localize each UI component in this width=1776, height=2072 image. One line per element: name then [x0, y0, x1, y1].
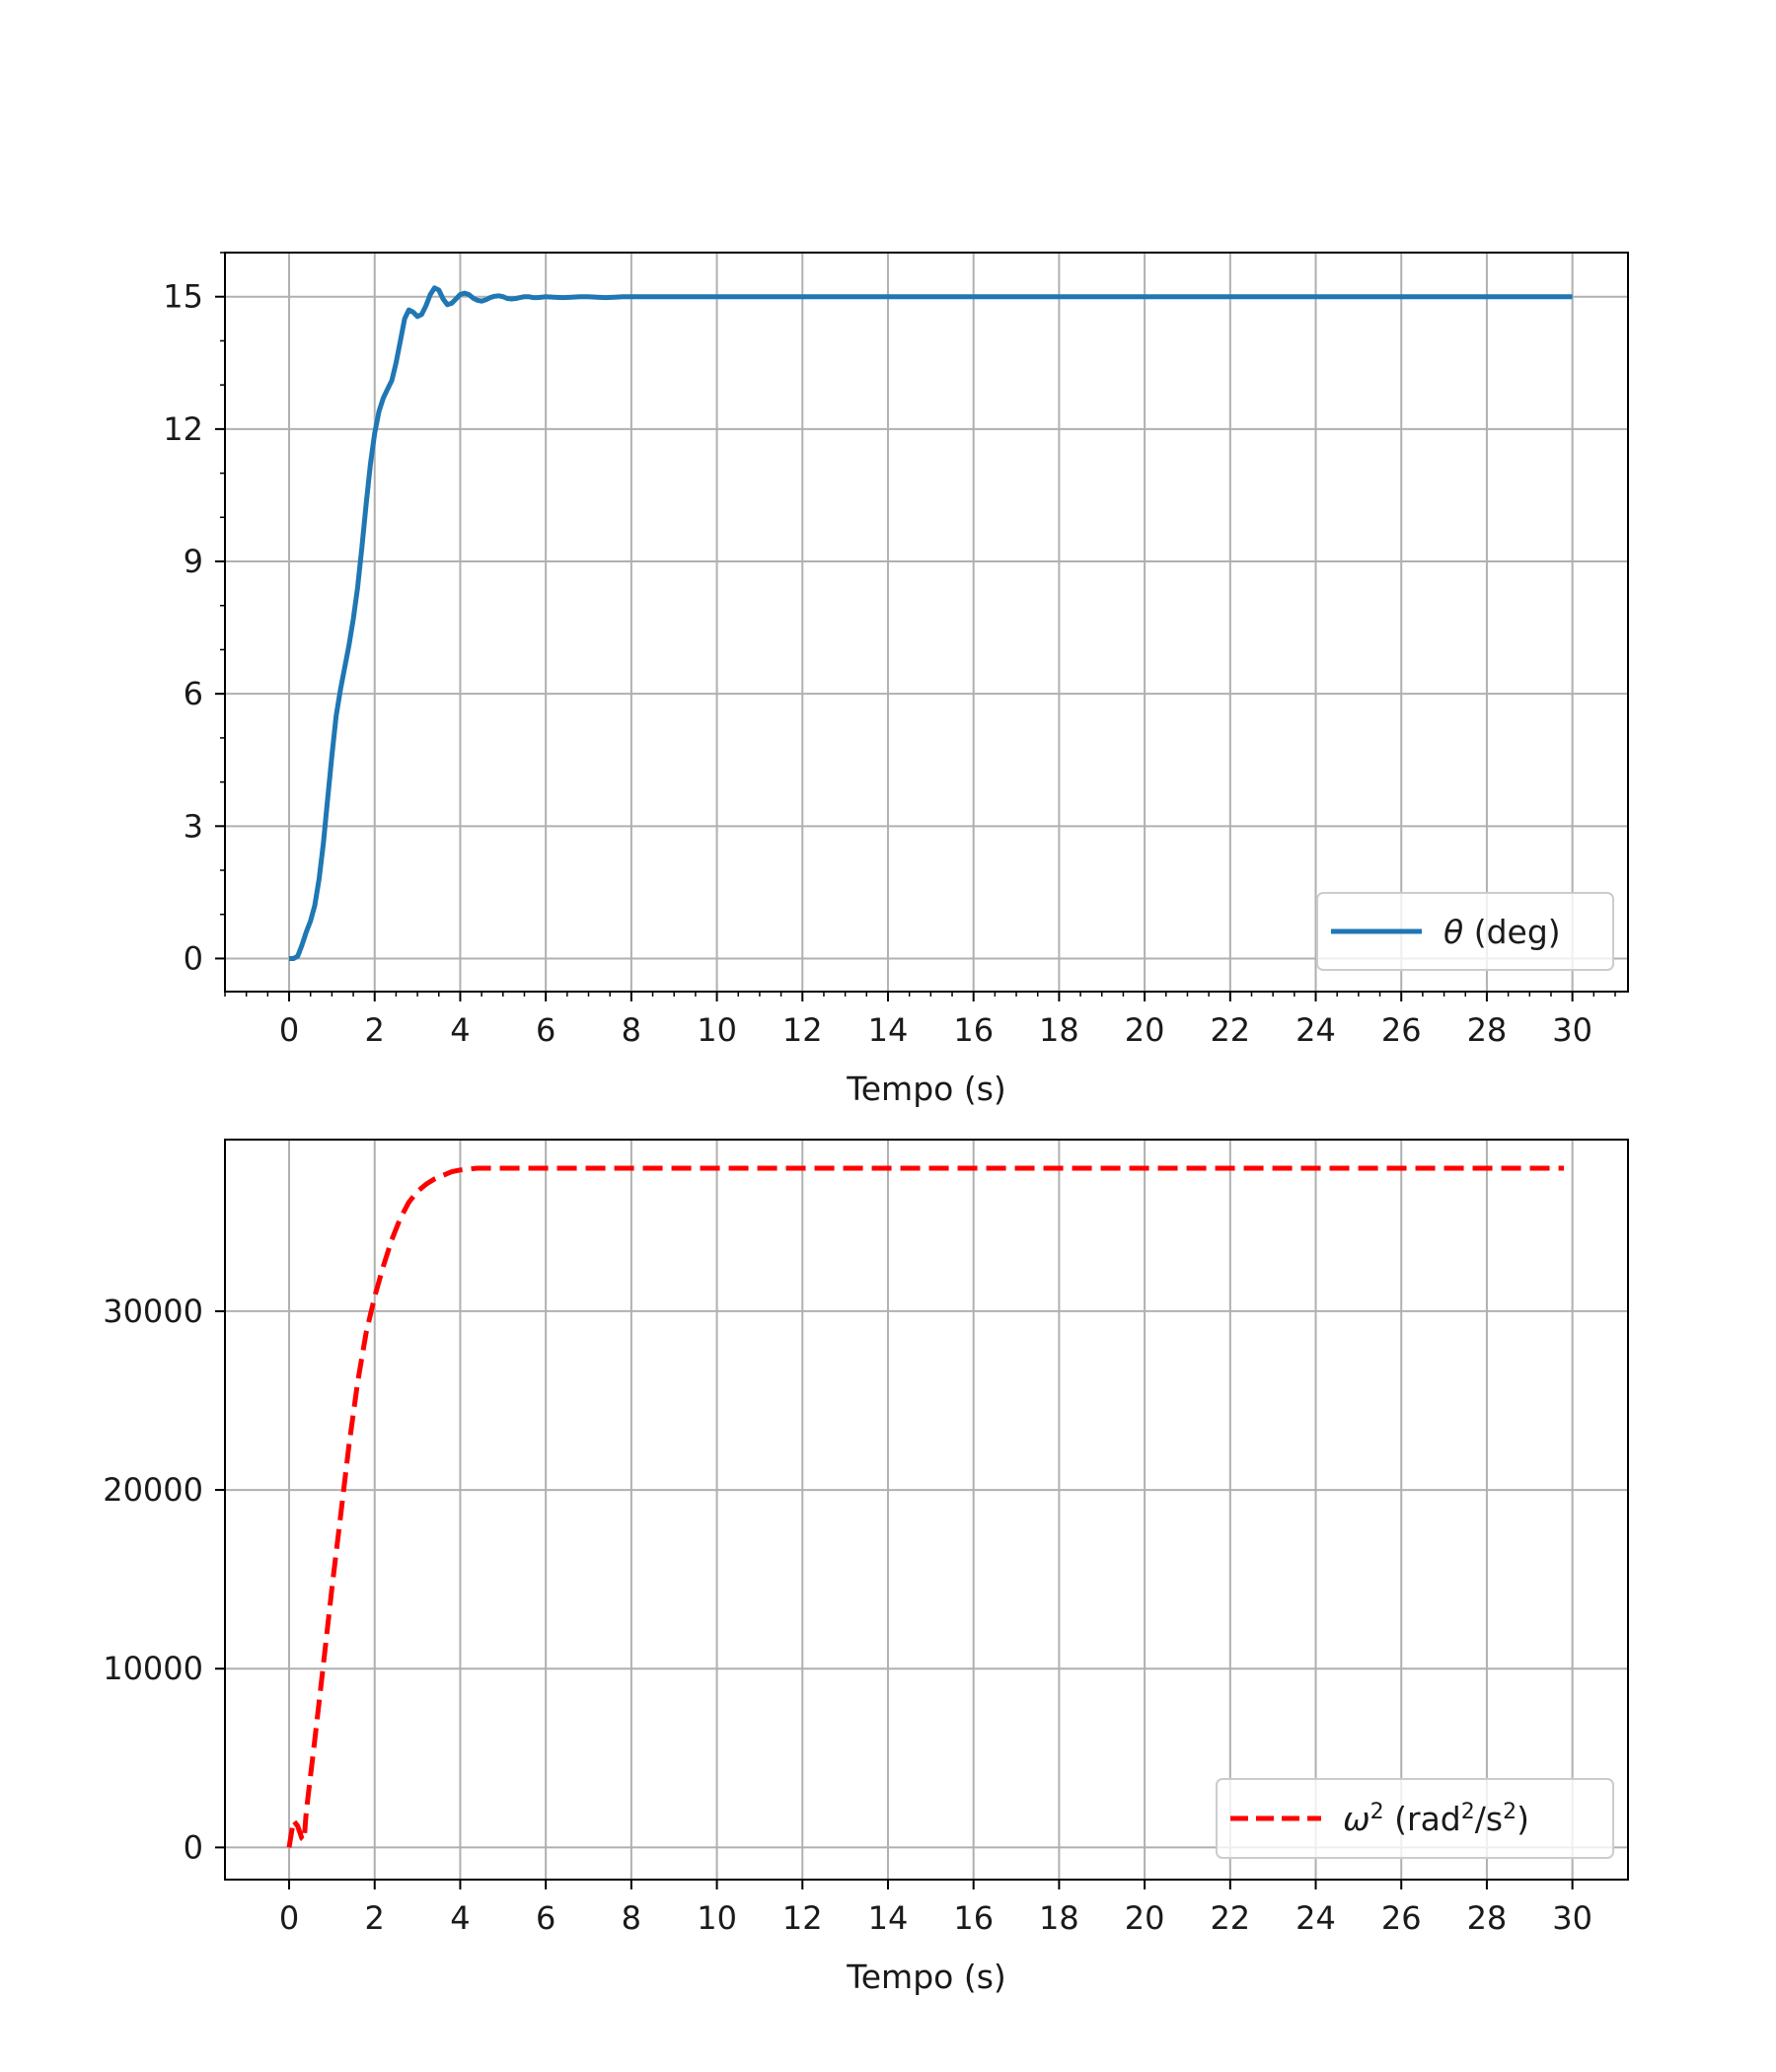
bottom-series [286, 1165, 1564, 1848]
bottom-ticks [215, 1309, 1574, 1889]
bottom-ytick-labels: 0 10000 20000 30000 [103, 1293, 203, 1866]
top-xtick-label: 30 [1552, 1011, 1592, 1049]
top-xtick-label: 4 [450, 1011, 470, 1049]
bottom-xtick-label: 28 [1467, 1899, 1508, 1937]
top-axes-frame [224, 252, 1629, 993]
top-xtick-label: 20 [1125, 1011, 1165, 1049]
bottom-xtick-label: 14 [868, 1899, 909, 1937]
bottom-legend-sup-3: 2 [1503, 1800, 1517, 1824]
bottom-legend-mid: (rad [1384, 1800, 1461, 1838]
bottom-xtick-label: 26 [1381, 1899, 1422, 1937]
bottom-legend-mid2: /s [1475, 1800, 1503, 1838]
bottom-legend-sup-1: 2 [1370, 1800, 1384, 1824]
bottom-legend: ω2 (rad2/s2) [1216, 1778, 1614, 1859]
bottom-xtick-label: 24 [1295, 1899, 1336, 1937]
bottom-xtick-label: 6 [536, 1899, 555, 1937]
bottom-xtick-label: 30 [1552, 1899, 1592, 1937]
top-xtick-label: 8 [622, 1011, 641, 1049]
bottom-legend-end: ) [1517, 1800, 1529, 1838]
bottom-xtick-label: 16 [953, 1899, 994, 1937]
top-legend-box [1316, 892, 1614, 971]
top-xtick-label: 28 [1467, 1011, 1508, 1049]
top-xtick-label: 22 [1210, 1011, 1250, 1049]
bottom-grid [225, 1140, 1628, 1880]
top-legend-symbol: θ [1443, 913, 1463, 951]
bottom-xtick-label: 20 [1125, 1899, 1165, 1937]
bottom-xtick-label: 4 [450, 1899, 470, 1937]
bottom-xtick-label: 18 [1039, 1899, 1079, 1937]
top-series-line-0 [289, 285, 1573, 961]
top-xtick-label: 24 [1295, 1011, 1336, 1049]
top-ytick-label: 12 [163, 410, 203, 448]
bottom-legend-box [1216, 1778, 1614, 1859]
top-ytick-label: 0 [184, 939, 203, 977]
top-xtick-labels: 0 2 4 6 8 10 12 14 16 18 20 22 24 26 28 30 [279, 1011, 1592, 1049]
top-xtick-label: 14 [868, 1011, 909, 1049]
bottom-ytick-label: 30000 [103, 1293, 203, 1330]
top-xtick-label: 6 [536, 1011, 555, 1049]
top-legend: θ (deg) [1316, 892, 1614, 971]
top-xtick-label: 26 [1381, 1011, 1422, 1049]
top-xtick-label: 18 [1039, 1011, 1079, 1049]
bottom-ytick-label: 10000 [103, 1650, 203, 1687]
bottom-xtick-label: 2 [365, 1899, 385, 1937]
bottom-axes-frame [224, 1139, 1629, 1881]
bottom-xtick-label: 0 [279, 1899, 299, 1937]
top-legend-label: θ (deg) [1443, 913, 1561, 951]
bottom-xtick-label: 8 [622, 1899, 641, 1937]
bottom-ytick-label: 20000 [103, 1471, 203, 1509]
top-ytick-label: 6 [184, 675, 203, 712]
top-xtick-label: 10 [697, 1011, 737, 1049]
top-x-axis-label: Tempo (s) [846, 1070, 1006, 1108]
top-ytick-label: 15 [163, 278, 203, 316]
top-legend-rest: (deg) [1463, 913, 1560, 951]
top-ytick-label: 3 [184, 807, 203, 845]
bottom-series-line-0 [286, 1165, 1564, 1848]
top-series [289, 285, 1573, 961]
top-xtick-label: 12 [782, 1011, 823, 1049]
top-xtick-label: 2 [365, 1011, 385, 1049]
top-xtick-label: 0 [279, 1011, 299, 1049]
bottom-xtick-label: 22 [1210, 1899, 1250, 1937]
bottom-legend-label: ω2 (rad2/s2) [1343, 1800, 1529, 1838]
bottom-xtick-label: 10 [697, 1899, 737, 1937]
bottom-subplot: 0 2 4 6 8 10 12 14 16 18 20 22 24 26 28 30 010000200003… [103, 1139, 1629, 1996]
top-ytick-label: 9 [184, 543, 203, 580]
bottom-xtick-label: 12 [782, 1899, 823, 1937]
bottom-xtick-labels: 0 2 4 6 8 10 12 14 16 18 20 22 24 26 28 30 [279, 1899, 1592, 1937]
bottom-legend-sup-2: 2 [1461, 1800, 1475, 1824]
bottom-x-axis-label: Tempo (s) [846, 1958, 1006, 1996]
top-xtick-label: 16 [953, 1011, 994, 1049]
top-ytick-labels: 0 3 6 9 12 15 [163, 278, 203, 978]
bottom-ytick-label: 0 [184, 1828, 203, 1866]
bottom-legend-symbol: ω [1343, 1800, 1370, 1838]
top-ticks [215, 252, 1616, 1001]
